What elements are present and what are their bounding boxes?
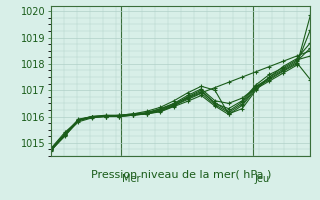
X-axis label: Pression niveau de la mer( hPa ): Pression niveau de la mer( hPa )	[91, 170, 271, 180]
Text: Mer: Mer	[123, 174, 141, 184]
Text: Jeu: Jeu	[255, 174, 270, 184]
